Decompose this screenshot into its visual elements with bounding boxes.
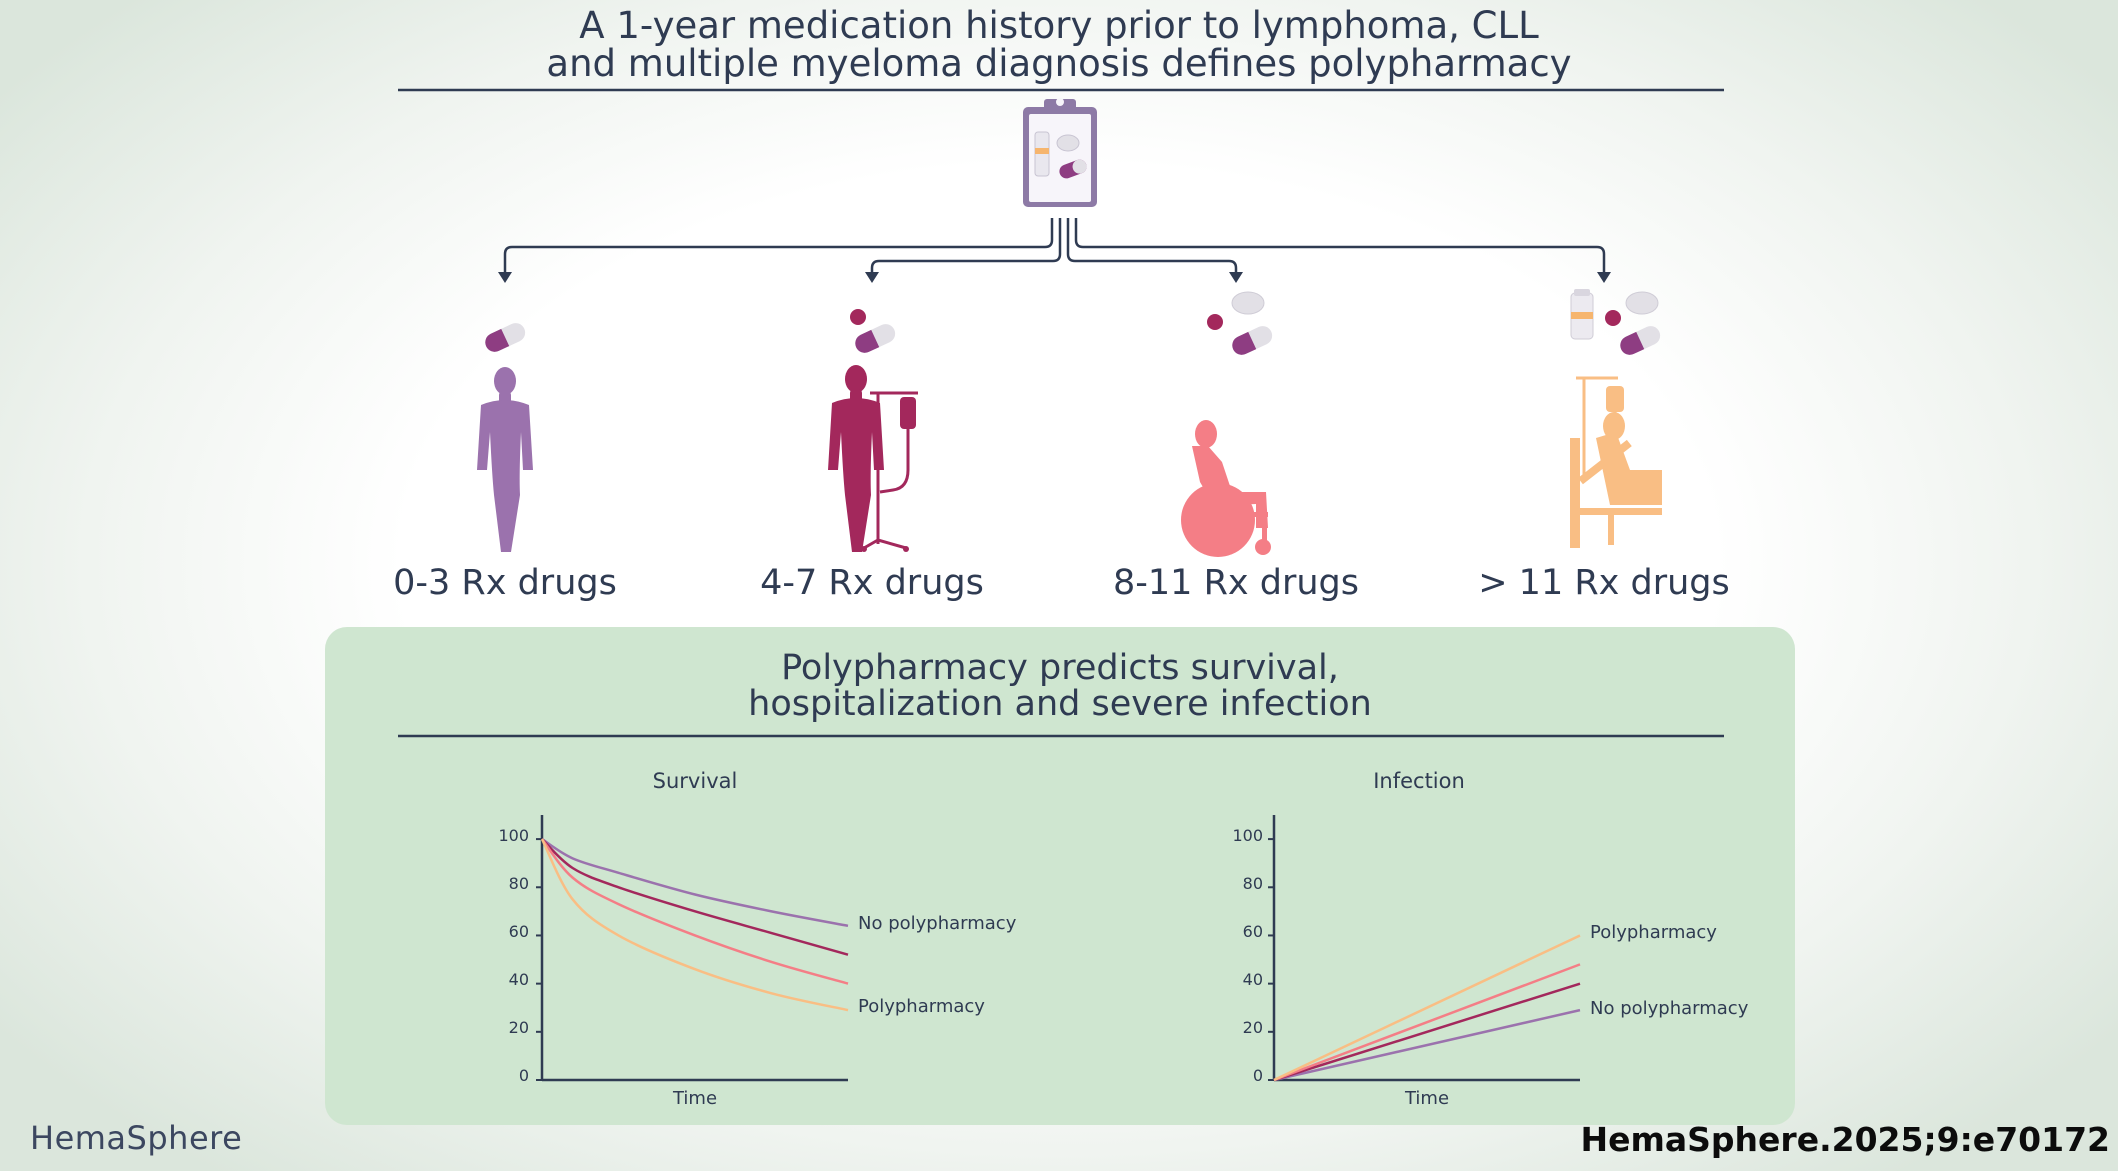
- arrowhead-1: [498, 272, 512, 283]
- survival-ytick-60: 60: [508, 922, 529, 941]
- tablets-and-capsule-icon: [1207, 291, 1273, 355]
- infection-ytick-0: 0: [1252, 1066, 1263, 1085]
- connector-arrows: [503, 218, 1606, 274]
- infection-label-polypharmacy: Polypharmacy: [1590, 922, 1717, 943]
- arrow-to-group-3: [1066, 218, 1238, 274]
- group-label-8-11: 8-11 Rx drugs: [1113, 563, 1359, 603]
- arrowhead-4: [1597, 272, 1611, 283]
- header-title-line-1: A 1-year medication history prior to lym…: [579, 4, 1539, 47]
- results-panel: [325, 627, 1795, 1125]
- pill-and-capsule-icon: [850, 309, 896, 353]
- infection-chart-marks: [1268, 838, 1581, 1082]
- infection-ytick-40: 40: [1242, 970, 1263, 989]
- survival-series-line-2: [541, 838, 849, 956]
- citation: HemaSphere.2025;9:e70172: [1580, 1120, 2111, 1159]
- survival-series-line-3: [541, 838, 849, 985]
- person-in-wheelchair-icon: [1181, 420, 1271, 557]
- arrow-to-group-1: [503, 218, 1054, 274]
- group-label-4-7: 4-7 Rx drugs: [760, 563, 984, 603]
- hemasphere-logo: HemaSphere: [30, 1119, 243, 1157]
- capsule-icon: [485, 323, 526, 352]
- infection-chart-title: Infection: [1373, 769, 1465, 793]
- group-label-over-11: > 11 Rx drugs: [1478, 563, 1730, 603]
- survival-label-no-polypharmacy: No polypharmacy: [858, 913, 1017, 934]
- infection-label-no-polypharmacy: No polypharmacy: [1590, 998, 1749, 1019]
- infection-ytick-60: 60: [1242, 922, 1263, 941]
- standing-person-icon: [477, 367, 533, 552]
- survival-series-line-4: [540, 838, 849, 1012]
- infection-series-line-1: [1273, 1008, 1581, 1082]
- survival-series-line-1: [541, 838, 849, 928]
- panel-title-line-2: hospitalization and severe infection: [748, 684, 1372, 724]
- survival-chart-marks: [536, 838, 849, 1081]
- infection-x-axis-label: Time: [1404, 1088, 1450, 1109]
- arrow-to-group-2: [870, 218, 1062, 274]
- header-title-line-2: and multiple myeloma diagnosis defines p…: [546, 42, 1572, 85]
- infection-ytick-100: 100: [1232, 826, 1263, 845]
- clipboard-icon: [1023, 98, 1097, 207]
- infection-series-line-2: [1273, 982, 1581, 1082]
- survival-ytick-0: 0: [518, 1066, 529, 1085]
- arrow-to-group-4: [1074, 218, 1606, 274]
- infection-chart-axes: [1272, 815, 1580, 1082]
- infection-ytick-80: 80: [1242, 874, 1263, 893]
- survival-x-axis-label: Time: [672, 1088, 718, 1109]
- survival-ytick-100: 100: [498, 826, 529, 845]
- person-in-hospital-bed-icon: [1570, 376, 1662, 548]
- vial-tablets-capsule-icon: [1570, 289, 1661, 355]
- infection-series-line-3: [1273, 963, 1581, 1082]
- panel-title-line-1: Polypharmacy predicts survival,: [781, 648, 1339, 688]
- survival-ytick-40: 40: [508, 970, 529, 989]
- survival-ytick-80: 80: [508, 874, 529, 893]
- person-with-iv-drip-icon: [828, 365, 918, 552]
- infection-ytick-20: 20: [1242, 1018, 1263, 1037]
- survival-chart-title: Survival: [652, 769, 738, 793]
- survival-chart-axes: [540, 815, 848, 1082]
- arrowhead-2: [865, 272, 879, 283]
- survival-label-polypharmacy: Polypharmacy: [858, 996, 985, 1017]
- group-label-0-3: 0-3 Rx drugs: [393, 563, 617, 603]
- survival-ytick-20: 20: [508, 1018, 529, 1037]
- arrowhead-3: [1229, 272, 1243, 283]
- infection-series-line-4: [1273, 934, 1581, 1082]
